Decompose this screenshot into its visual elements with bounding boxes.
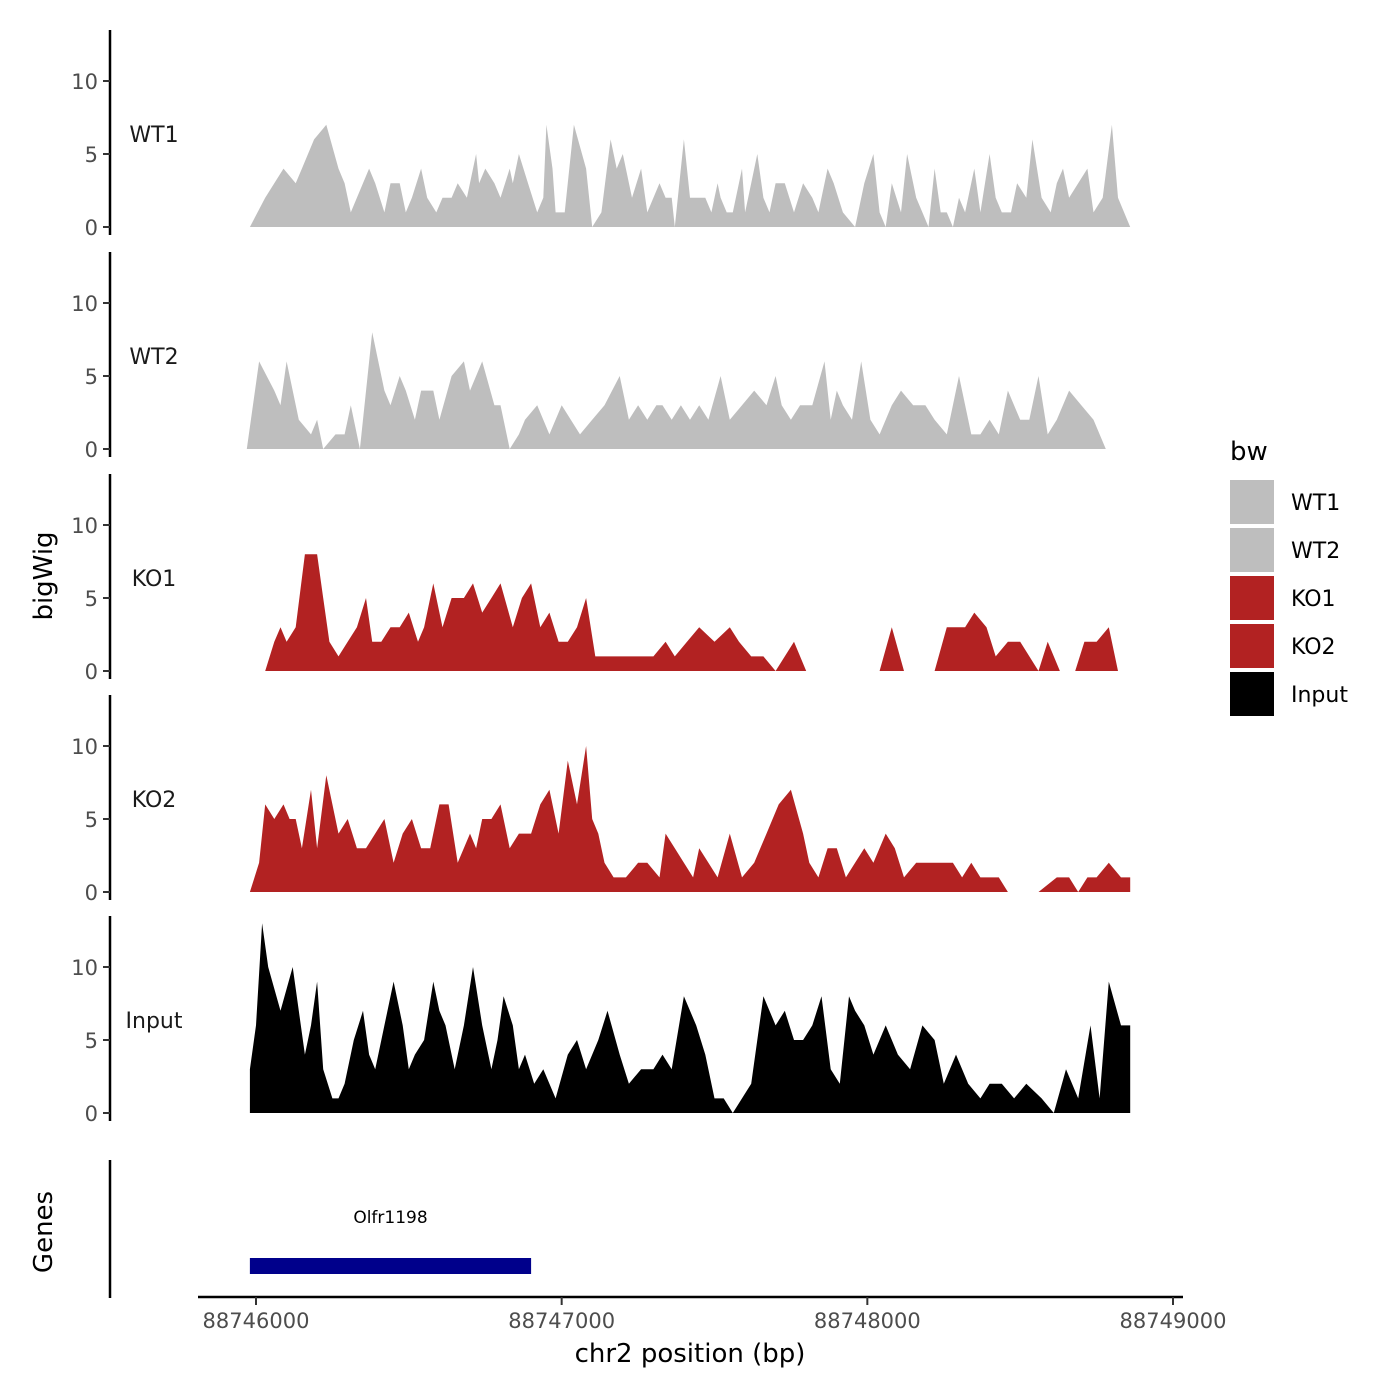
y-tick-label: 10: [71, 514, 98, 538]
legend-swatch-ko2: [1230, 624, 1274, 668]
track-wt1: 0 5 10 WT1: [71, 30, 1131, 240]
legend-label-wt2: WT2: [1291, 539, 1340, 564]
legend-swatch-ko1: [1230, 576, 1274, 620]
y-axis-title: bigWig: [29, 531, 59, 620]
gene-label-olfr1198: Olfr1198: [353, 1208, 427, 1228]
y-tick-label: 0: [85, 660, 98, 684]
y-tick-label: 5: [85, 365, 98, 389]
track-ko1: 0 5 10 KO1: [71, 474, 1131, 684]
y-tick-label: 5: [85, 1029, 98, 1053]
x-tick-label: 88749000: [1120, 1309, 1227, 1333]
area-wt2: [246, 332, 1131, 449]
y-tick-label: 5: [85, 808, 98, 832]
legend-label-input: Input: [1291, 683, 1348, 708]
x-tick-label: 88748000: [814, 1309, 921, 1333]
legend-swatch-input: [1230, 672, 1274, 716]
y-tick-label: 10: [71, 292, 98, 316]
track-input: 0 5 10 Input: [71, 916, 1131, 1126]
track-wt2: 0 5 10 WT2: [71, 252, 1131, 462]
legend: bw WT1 WT2 KO1 KO2 Input: [1230, 437, 1348, 716]
legend-entries: WT1 WT2 KO1 KO2 Input: [1230, 480, 1348, 716]
area-ko2: [249, 746, 1131, 892]
track-label-ko1: KO1: [132, 567, 177, 592]
x-tick-label: 88746000: [203, 1309, 310, 1333]
legend-label-ko2: KO2: [1291, 635, 1336, 660]
y-tick-label: 5: [85, 587, 98, 611]
legend-label-wt1: WT1: [1291, 491, 1340, 516]
track-label-input: Input: [126, 1009, 183, 1034]
gene-axis-title: Genes: [29, 1191, 59, 1273]
y-tick-label: 10: [71, 70, 98, 94]
legend-title: bw: [1230, 437, 1268, 467]
y-tick-label: 5: [85, 143, 98, 167]
area-input: [249, 923, 1131, 1113]
y-tick-label: 0: [85, 438, 98, 462]
x-axis: 88746000 88747000 88748000 88749000: [198, 1295, 1227, 1333]
gene-body-olfr1198: [249, 1258, 532, 1274]
track-label-wt1: WT1: [129, 123, 178, 148]
coverage-tracks: 0 5 10 WT1 0 5 10 WT2 0 5 10 KO1 0 5 10 KO2 0 5 10 Input: [71, 30, 1131, 1126]
y-tick-label: 10: [71, 735, 98, 759]
gene-track: Olfr1198: [108, 1160, 532, 1298]
x-tick-label: 88747000: [508, 1309, 615, 1333]
y-tick-label: 0: [85, 1102, 98, 1126]
track-label-ko2: KO2: [132, 788, 177, 813]
track-ko2: 0 5 10 KO2: [71, 695, 1131, 905]
x-axis-title: chr2 position (bp): [575, 1339, 806, 1369]
area-wt1: [249, 124, 1131, 227]
legend-swatch-wt2: [1230, 528, 1274, 572]
track-label-wt2: WT2: [129, 345, 178, 370]
y-tick-label: 10: [71, 956, 98, 980]
legend-label-ko1: KO1: [1291, 587, 1336, 612]
area-ko1: [246, 554, 1131, 671]
legend-swatch-wt1: [1230, 480, 1274, 524]
y-tick-label: 0: [85, 881, 98, 905]
y-tick-label: 0: [85, 216, 98, 240]
